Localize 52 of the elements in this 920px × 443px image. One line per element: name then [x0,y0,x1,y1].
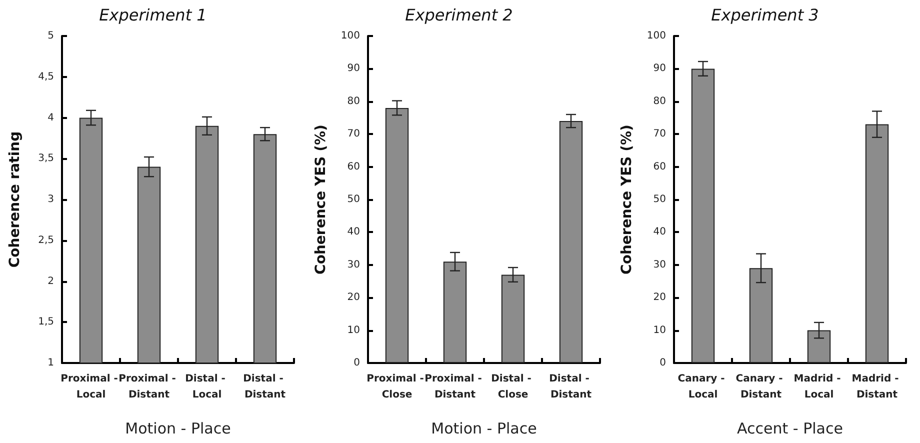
x-tick-label: Distal - Distant [549,374,593,400]
y-tick-label: 3,5 [38,153,54,164]
y-tick-label: 5 [48,30,54,42]
x-tick-label: Canary - Local [678,374,728,400]
y-tick-label: 20 [653,292,666,304]
y-tick-label: 90 [347,63,360,74]
y-tick-label: 50 [347,194,360,205]
y-tick-label: 70 [347,128,360,140]
y-tick-label: 2,5 [38,234,54,246]
y-tick-label: 30 [347,259,360,270]
y-tick-label: 100 [340,30,360,42]
chart-title: Experiment 2 [405,6,513,24]
x-tick-label: Proximal - Distant [118,374,180,400]
y-tick-label: 10 [653,324,666,336]
y-tick-label: 50 [653,194,666,205]
y-tick-label: 0 [354,358,360,368]
chart-title: Experiment 3 [711,6,819,24]
y-tick-label: 70 [653,128,666,140]
x-tick-label: Proximal - Local [60,374,118,400]
y-tick-label: 40 [653,226,666,238]
x-tick-label: Proximal - Distant [424,374,486,400]
y-tick-label: 80 [347,96,360,107]
y-tick-label: 30 [653,259,666,270]
y-tick-label: 4,5 [38,71,54,82]
x-axis-title: Motion - Place [125,420,231,438]
y-tick-label: 20 [347,292,360,304]
y-tick-label: 2 [48,276,54,287]
x-axis-title: Motion - Place [431,420,537,438]
x-tick-label: Madrid - Local [794,374,844,400]
x-axis-title: Accent - Place [737,420,843,438]
y-tick-label: 60 [347,161,360,172]
y-axis-title: Coherence rating [7,131,23,268]
y-tick-label: 90 [653,63,666,74]
y-tick-label: 100 [646,30,666,42]
y-tick-label: 1,5 [38,316,54,328]
y-tick-label: 60 [653,161,666,172]
x-tick-label: Distal - Close [491,374,535,400]
y-tick-label: 0 [660,358,666,368]
x-tick-label: Distal - Distant [243,374,287,400]
y-axis-title: Coherence YES (%) [619,124,635,274]
y-tick-label: 3 [48,194,54,205]
x-tick-label: Proximal - Close [366,374,424,400]
y-tick-label: 1 [48,358,54,368]
y-tick-label: 4 [48,112,54,124]
chart-title: Experiment 1 [99,6,207,24]
y-tick-label: 10 [347,324,360,336]
y-axis-title: Coherence YES (%) [313,124,329,274]
y-tick-label: 80 [653,96,666,107]
x-tick-label: Canary - Distant [736,374,786,400]
x-tick-label: Madrid - Distant [852,374,902,400]
x-tick-label: Distal - Local [185,374,229,400]
y-tick-label: 40 [347,226,360,238]
